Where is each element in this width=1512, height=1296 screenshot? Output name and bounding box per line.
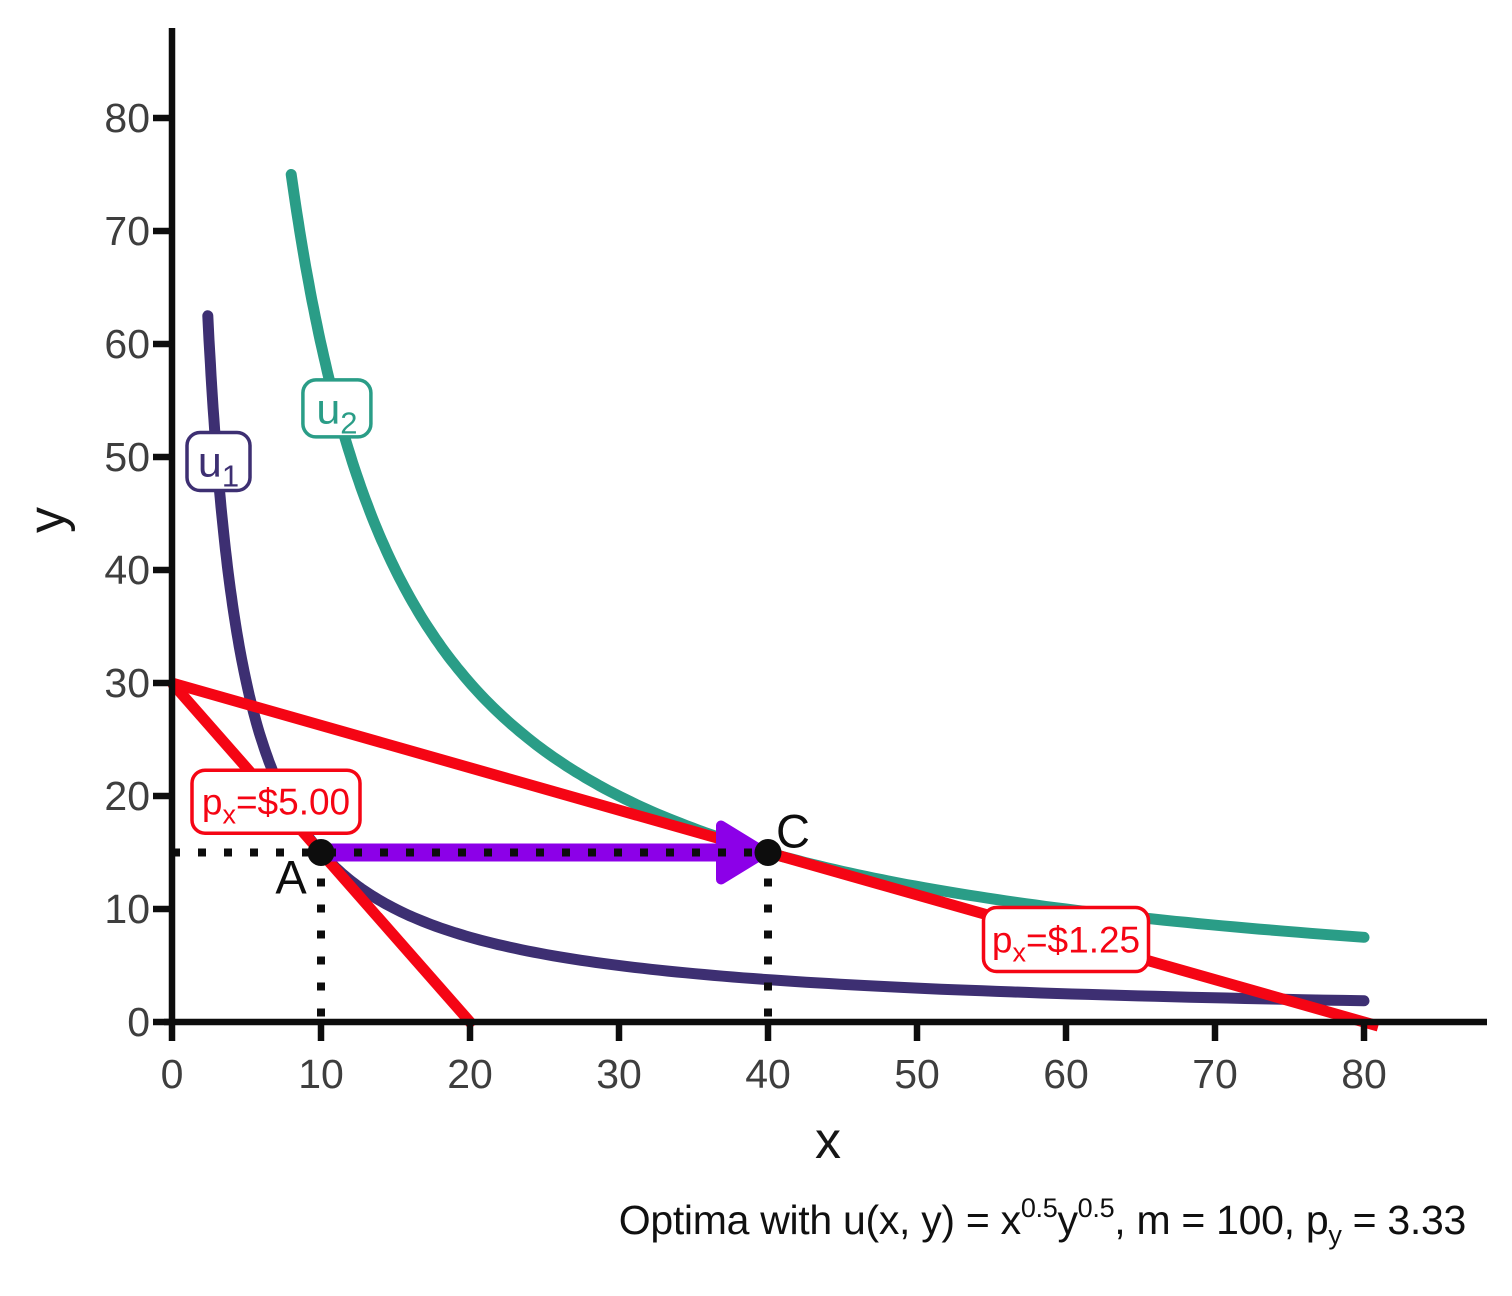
u1-label-box <box>185 430 252 493</box>
y-tick-label-30: 30 <box>104 660 150 706</box>
x-tick-label-80: 80 <box>1341 1051 1387 1097</box>
caption-exponent-1: 0.5 <box>1020 1193 1058 1223</box>
chart-caption: Optima with u(x, y) = x0.5y0.5, m = 100,… <box>618 1193 1467 1250</box>
y-tick-label-60: 60 <box>104 321 150 367</box>
x-tick-label-50: 50 <box>894 1051 940 1097</box>
x-tick-label-60: 60 <box>1043 1051 1089 1097</box>
x-tick-label-40: 40 <box>745 1051 791 1097</box>
y-tick-label-50: 50 <box>104 434 150 480</box>
px-final-label-text: px=$1.25 <box>992 920 1140 968</box>
x-tick-label-30: 30 <box>596 1051 642 1097</box>
u2-label-text: u2 <box>316 385 357 440</box>
y-tick-label-20: 20 <box>104 773 150 819</box>
caption-text-1: Optima with u(x, y) = x <box>618 1197 1021 1243</box>
px-initial-label-text: px=$5.00 <box>202 782 350 830</box>
caption-text-4: = 3.33 <box>1341 1197 1467 1243</box>
x-tick-label-70: 70 <box>1192 1051 1238 1097</box>
indifference-curve-u1 <box>202 310 1370 1007</box>
x-tick-label-10: 10 <box>298 1051 344 1097</box>
y-axis-label: y <box>18 507 76 533</box>
u1-label-text: u1 <box>198 439 239 494</box>
x-tick-label-0: 0 <box>161 1051 184 1097</box>
y-tick-label-10: 10 <box>104 886 150 932</box>
u2-label-box <box>301 378 373 439</box>
caption-text-3: , m = 100, p <box>1114 1197 1329 1243</box>
y-tick-label-40: 40 <box>104 547 150 593</box>
px-final-label-box <box>981 905 1151 974</box>
caption-exponent-2: 0.5 <box>1077 1193 1115 1223</box>
x-axis-label: x <box>815 1112 841 1170</box>
y-tick-label-0: 0 <box>127 999 150 1045</box>
caption-subscript-y: y <box>1328 1220 1342 1250</box>
indifference-curve-u2 <box>285 169 1370 943</box>
point-label-C: C <box>776 805 810 858</box>
caption-text-2: y <box>1057 1197 1078 1243</box>
point-A <box>307 839 335 866</box>
y-tick-label-70: 70 <box>104 208 150 254</box>
point-label-A: A <box>275 851 307 904</box>
px-initial-label-box <box>190 768 362 835</box>
point-C <box>754 839 782 866</box>
x-tick-label-20: 20 <box>447 1051 493 1097</box>
y-tick-label-80: 80 <box>104 95 150 141</box>
